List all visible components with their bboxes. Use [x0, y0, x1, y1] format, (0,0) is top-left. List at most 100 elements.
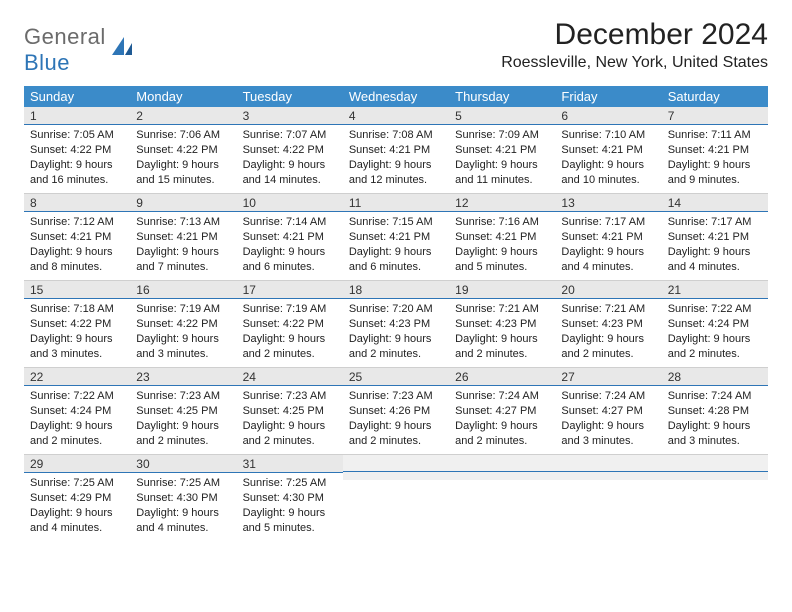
day-line-d1: Daylight: 9 hours	[243, 419, 337, 434]
day-line-d1: Daylight: 9 hours	[30, 332, 124, 347]
day-number: 20	[555, 281, 661, 299]
day-line-ss: Sunset: 4:30 PM	[136, 491, 230, 506]
day-line-ss: Sunset: 4:26 PM	[349, 404, 443, 419]
day-header: Thursday	[449, 86, 555, 107]
day-body: Sunrise: 7:25 AMSunset: 4:30 PMDaylight:…	[130, 473, 236, 540]
day-line-sr: Sunrise: 7:05 AM	[30, 128, 124, 143]
day-cell: 6Sunrise: 7:10 AMSunset: 4:21 PMDaylight…	[555, 107, 661, 193]
day-line-ss: Sunset: 4:21 PM	[349, 143, 443, 158]
day-line-d1: Daylight: 9 hours	[30, 419, 124, 434]
day-number: 16	[130, 281, 236, 299]
day-header: Friday	[555, 86, 661, 107]
day-line-sr: Sunrise: 7:13 AM	[136, 215, 230, 230]
day-line-d1: Daylight: 9 hours	[30, 158, 124, 173]
day-body	[449, 472, 555, 480]
day-line-sr: Sunrise: 7:16 AM	[455, 215, 549, 230]
day-line-ss: Sunset: 4:22 PM	[136, 143, 230, 158]
day-line-sr: Sunrise: 7:23 AM	[136, 389, 230, 404]
day-number: 28	[662, 368, 768, 386]
day-line-sr: Sunrise: 7:07 AM	[243, 128, 337, 143]
day-body: Sunrise: 7:23 AMSunset: 4:25 PMDaylight:…	[237, 386, 343, 453]
day-body	[343, 472, 449, 480]
calendar-page: General Blue December 2024 Roessleville,…	[0, 0, 792, 541]
week-row: 1Sunrise: 7:05 AMSunset: 4:22 PMDaylight…	[24, 107, 768, 193]
day-line-ss: Sunset: 4:22 PM	[243, 317, 337, 332]
day-body: Sunrise: 7:24 AMSunset: 4:28 PMDaylight:…	[662, 386, 768, 453]
day-number: 12	[449, 194, 555, 212]
day-line-d1: Daylight: 9 hours	[668, 158, 762, 173]
day-cell: 13Sunrise: 7:17 AMSunset: 4:21 PMDayligh…	[555, 194, 661, 280]
day-line-sr: Sunrise: 7:11 AM	[668, 128, 762, 143]
day-line-d1: Daylight: 9 hours	[136, 332, 230, 347]
day-cell: 4Sunrise: 7:08 AMSunset: 4:21 PMDaylight…	[343, 107, 449, 193]
day-line-d1: Daylight: 9 hours	[668, 245, 762, 260]
weeks-container: 1Sunrise: 7:05 AMSunset: 4:22 PMDaylight…	[24, 107, 768, 541]
day-line-sr: Sunrise: 7:23 AM	[243, 389, 337, 404]
location-text: Roessleville, New York, United States	[501, 54, 768, 72]
day-line-sr: Sunrise: 7:19 AM	[136, 302, 230, 317]
day-line-d2: and 12 minutes.	[349, 173, 443, 188]
day-body	[555, 472, 661, 480]
day-line-ss: Sunset: 4:30 PM	[243, 491, 337, 506]
day-header: Tuesday	[237, 86, 343, 107]
day-line-sr: Sunrise: 7:09 AM	[455, 128, 549, 143]
day-line-ss: Sunset: 4:22 PM	[243, 143, 337, 158]
logo-text-block: General Blue	[24, 24, 106, 76]
day-line-ss: Sunset: 4:21 PM	[668, 230, 762, 245]
day-number: 1	[24, 107, 130, 125]
day-line-d2: and 9 minutes.	[668, 173, 762, 188]
day-line-sr: Sunrise: 7:22 AM	[668, 302, 762, 317]
day-line-ss: Sunset: 4:24 PM	[668, 317, 762, 332]
title-block: December 2024 Roessleville, New York, Un…	[501, 18, 768, 72]
day-body	[662, 472, 768, 480]
day-line-d2: and 3 minutes.	[668, 434, 762, 449]
day-line-d2: and 5 minutes.	[455, 260, 549, 275]
day-cell: 21Sunrise: 7:22 AMSunset: 4:24 PMDayligh…	[662, 281, 768, 367]
day-number: 4	[343, 107, 449, 125]
day-line-d1: Daylight: 9 hours	[668, 419, 762, 434]
day-line-d2: and 6 minutes.	[349, 260, 443, 275]
day-number: 8	[24, 194, 130, 212]
day-line-ss: Sunset: 4:21 PM	[561, 230, 655, 245]
day-line-d2: and 11 minutes.	[455, 173, 549, 188]
day-number: 17	[237, 281, 343, 299]
day-line-d2: and 2 minutes.	[455, 347, 549, 362]
day-line-ss: Sunset: 4:21 PM	[136, 230, 230, 245]
day-cell: 24Sunrise: 7:23 AMSunset: 4:25 PMDayligh…	[237, 368, 343, 454]
day-line-d1: Daylight: 9 hours	[136, 419, 230, 434]
day-cell: 22Sunrise: 7:22 AMSunset: 4:24 PMDayligh…	[24, 368, 130, 454]
week-row: 8Sunrise: 7:12 AMSunset: 4:21 PMDaylight…	[24, 193, 768, 280]
day-body: Sunrise: 7:11 AMSunset: 4:21 PMDaylight:…	[662, 125, 768, 192]
week-row: 29Sunrise: 7:25 AMSunset: 4:29 PMDayligh…	[24, 454, 768, 541]
day-number: 14	[662, 194, 768, 212]
day-line-sr: Sunrise: 7:15 AM	[349, 215, 443, 230]
day-line-d2: and 4 minutes.	[136, 521, 230, 536]
day-body: Sunrise: 7:19 AMSunset: 4:22 PMDaylight:…	[130, 299, 236, 366]
day-line-ss: Sunset: 4:21 PM	[243, 230, 337, 245]
day-body: Sunrise: 7:17 AMSunset: 4:21 PMDaylight:…	[662, 212, 768, 279]
day-line-sr: Sunrise: 7:20 AM	[349, 302, 443, 317]
day-line-sr: Sunrise: 7:21 AM	[561, 302, 655, 317]
day-line-d1: Daylight: 9 hours	[136, 506, 230, 521]
day-number	[555, 455, 661, 472]
day-line-d1: Daylight: 9 hours	[136, 158, 230, 173]
day-line-sr: Sunrise: 7:21 AM	[455, 302, 549, 317]
day-cell: 19Sunrise: 7:21 AMSunset: 4:23 PMDayligh…	[449, 281, 555, 367]
day-line-ss: Sunset: 4:21 PM	[30, 230, 124, 245]
day-number: 13	[555, 194, 661, 212]
day-body: Sunrise: 7:18 AMSunset: 4:22 PMDaylight:…	[24, 299, 130, 366]
day-line-sr: Sunrise: 7:22 AM	[30, 389, 124, 404]
day-body: Sunrise: 7:05 AMSunset: 4:22 PMDaylight:…	[24, 125, 130, 192]
day-line-sr: Sunrise: 7:25 AM	[30, 476, 124, 491]
day-line-sr: Sunrise: 7:23 AM	[349, 389, 443, 404]
day-cell: 12Sunrise: 7:16 AMSunset: 4:21 PMDayligh…	[449, 194, 555, 280]
day-line-sr: Sunrise: 7:08 AM	[349, 128, 443, 143]
calendar-grid: SundayMondayTuesdayWednesdayThursdayFrid…	[24, 86, 768, 541]
day-body: Sunrise: 7:25 AMSunset: 4:30 PMDaylight:…	[237, 473, 343, 540]
day-line-sr: Sunrise: 7:25 AM	[136, 476, 230, 491]
day-line-d2: and 3 minutes.	[30, 347, 124, 362]
day-cell: 9Sunrise: 7:13 AMSunset: 4:21 PMDaylight…	[130, 194, 236, 280]
day-header: Wednesday	[343, 86, 449, 107]
day-line-ss: Sunset: 4:22 PM	[30, 143, 124, 158]
day-line-d1: Daylight: 9 hours	[349, 245, 443, 260]
